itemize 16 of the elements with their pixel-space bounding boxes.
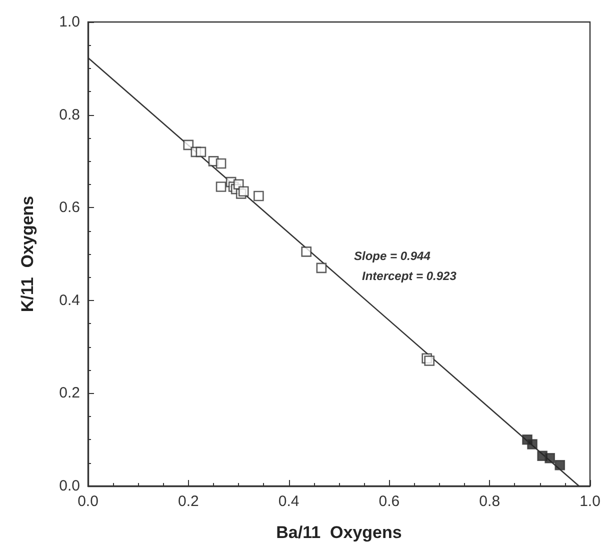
x-tick-label: 0.4: [278, 493, 300, 510]
x-axis-title: Ba/11 Oxygens: [276, 523, 402, 542]
y-tick-label: 1.0: [59, 14, 80, 30]
y-tick-label: 0.2: [59, 384, 80, 402]
y-tick-label: 0.8: [59, 106, 80, 124]
x-tick-label: 0.6: [378, 493, 400, 510]
x-tick-label: 1.0: [580, 493, 600, 510]
x-tick-label: 0.2: [178, 493, 199, 510]
y-axis-title: K/11 Oxygens: [18, 196, 37, 312]
x-tick-label: 0.8: [479, 493, 500, 510]
y-tick-label: 0.0: [59, 478, 80, 494]
y-tick-label: 0.6: [59, 199, 80, 216]
x-tick-label: 0.0: [78, 493, 98, 510]
annotation: Intercept = 0.923: [362, 269, 457, 283]
annotation: Slope = 0.944: [354, 249, 431, 263]
y-tick-label: 0.4: [59, 292, 80, 309]
